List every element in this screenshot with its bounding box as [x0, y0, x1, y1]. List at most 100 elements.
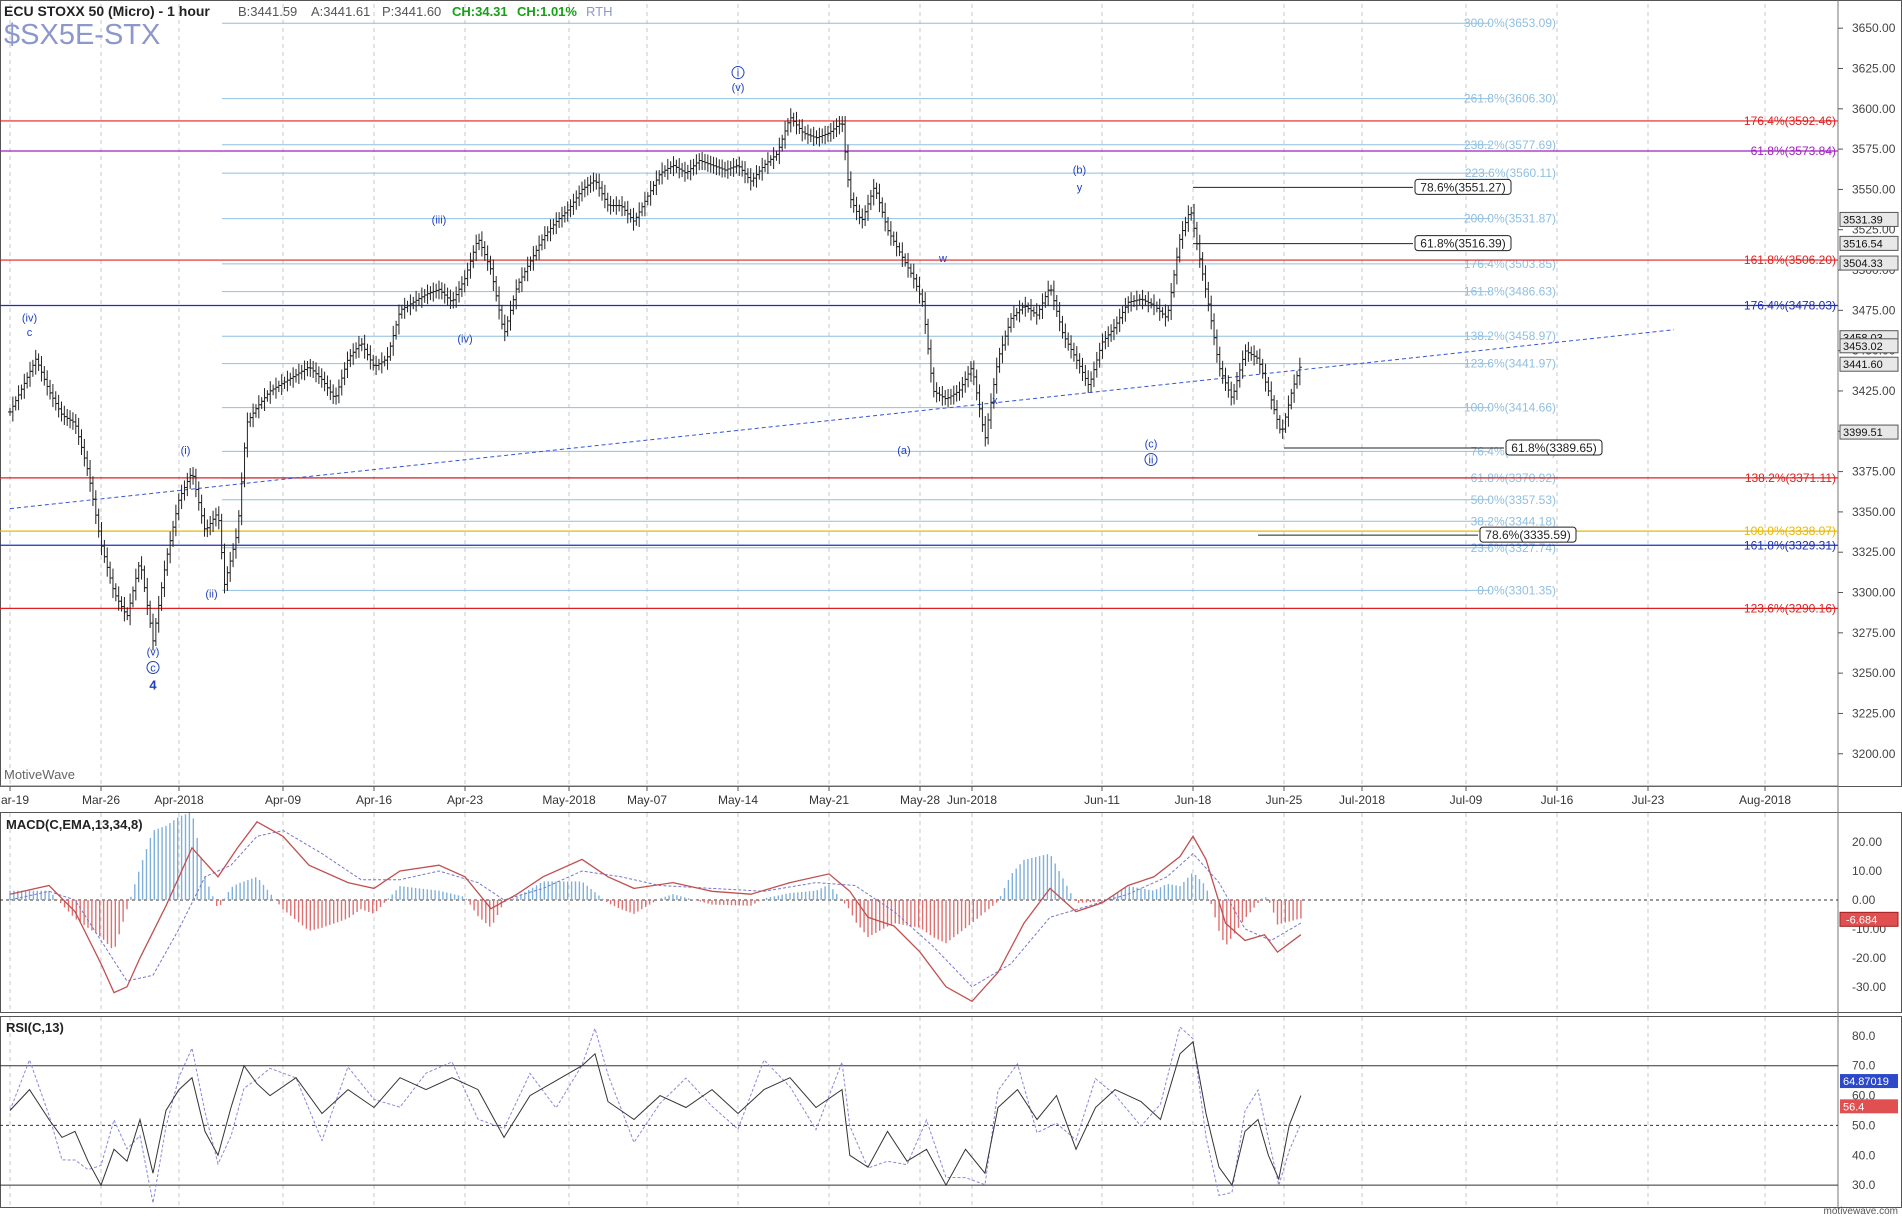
time-axis-label: Aug-2018	[1739, 793, 1791, 807]
rsi-value-tag	[1840, 1074, 1898, 1089]
time-axis-label: May-21	[809, 793, 849, 807]
rsi-axis-label: 80.0	[1852, 1029, 1876, 1043]
time-axis-label: May-28	[900, 793, 940, 807]
fib-target-label: 123.6%(3290.16)	[1744, 601, 1836, 615]
wave-label: ii	[1149, 455, 1154, 467]
rsi-value-label: 56.4	[1843, 1101, 1864, 1113]
fib-extension-label: 161.8%(3486.63)	[1464, 285, 1556, 299]
wave-label: (iii)	[432, 214, 447, 226]
price-tag-label: 3516.54	[1843, 238, 1883, 250]
change-readout: CH:34.31	[452, 4, 508, 19]
price-axis-label: 3575.00	[1852, 142, 1896, 156]
wave-label: (i)	[181, 445, 191, 457]
price-axis-label: 3425.00	[1852, 384, 1896, 398]
rsi-axis-label: 30.0	[1852, 1178, 1876, 1192]
macd-panel-frame	[0, 812, 1902, 1013]
rsi-value-tag	[1840, 1099, 1898, 1114]
grid-lines	[9, 4, 1766, 1207]
fib-target-label: 100.0%(3338.07)	[1744, 524, 1836, 538]
time-axis-label: Apr-16	[356, 793, 392, 807]
macd-line	[9, 820, 1302, 1003]
price-tag-label: 3399.51	[1843, 427, 1883, 439]
fib-target-label: 161.8%(3506.20)	[1744, 253, 1836, 267]
retracement-label: 61.8%(3389.65)	[1511, 441, 1596, 455]
wave-label-circle	[146, 661, 160, 675]
wave-label: x	[992, 395, 998, 407]
fib-extension-label: 200.0%(3531.87)	[1464, 212, 1556, 226]
wave-label: i	[737, 68, 739, 80]
wave-label: w	[938, 253, 947, 265]
fib-extension-label: 123.6%(3441.97)	[1464, 357, 1556, 371]
ask-readout: A:3441.61	[311, 4, 370, 19]
wave-label: (ii)	[205, 588, 217, 600]
fib-extension-label: 238.2%(3577.69)	[1464, 138, 1556, 152]
wave-label: y	[1077, 182, 1083, 194]
wave-label: (c)	[1145, 438, 1158, 450]
time-axis-label: Mar-19	[0, 793, 29, 807]
price-tag-box	[1839, 338, 1899, 354]
retracement-box	[1414, 235, 1512, 252]
wave-labels: (iv) c (i) (ii) (v) c 4 (iii) (iv) i (v) (a) w x (b) y (…	[22, 66, 1158, 692]
wave-label: 4	[149, 677, 157, 692]
retracement-label: 78.6%(3335.59)	[1485, 528, 1570, 542]
price-tag-box	[1839, 255, 1899, 271]
wave-label-circle	[1144, 453, 1158, 467]
price-axis-label: 3625.00	[1852, 61, 1896, 75]
price-axis: 3200.00 3225.00 3250.00 3275.00 3300.00 3325.…	[1838, 21, 1899, 761]
time-axis-label: Jul-09	[1450, 793, 1483, 807]
time-axis-label: Jun-25	[1266, 793, 1303, 807]
price-tag-label: 3441.60	[1843, 359, 1883, 371]
price-axis-label: 3600.00	[1852, 102, 1896, 116]
macd-signal-line	[9, 829, 1302, 988]
fib-extension-label: 0.0%(3301.35)	[1477, 583, 1556, 597]
time-axis-label: Apr-09	[265, 793, 301, 807]
price-axis-label: 3275.00	[1852, 626, 1896, 640]
time-axis-label: Jun-2018	[947, 793, 997, 807]
rsi-fast-line	[9, 1026, 1302, 1204]
fib-extension-label: 23.6%(3327.74)	[1471, 541, 1556, 555]
time-axis-label: Jul-16	[1541, 793, 1574, 807]
symbol-label: $SX5E-STX	[4, 19, 160, 51]
session-badge: RTH	[586, 4, 612, 19]
price-tag-label: 3504.33	[1843, 258, 1883, 270]
macd-axis-label: -20.00	[1852, 951, 1886, 965]
fib-target-label: 176.4%(3592.46)	[1744, 114, 1836, 128]
wave-label: c	[150, 663, 156, 675]
retracement-box	[1505, 439, 1603, 456]
macd-axis-label: 20.00	[1852, 835, 1882, 849]
time-axis-label: May-14	[718, 793, 758, 807]
wave-label: (b)	[1073, 164, 1086, 176]
time-axis-label: May-07	[627, 793, 667, 807]
wave-label: (v)	[147, 646, 160, 658]
price-axis-label: 3350.00	[1852, 505, 1896, 519]
price-axis-label: 3375.00	[1852, 465, 1896, 479]
price-tag-label: 3531.39	[1843, 214, 1883, 226]
time-axis: Mar-19 Mar-26 Apr-2018 Apr-09 Apr-16 Apr-23 Ma…	[0, 786, 1791, 807]
instrument-title: ECU STOXX 50 (Micro) - 1 hour	[4, 3, 210, 19]
fib-extension-label: 176.4%(3503.85)	[1464, 257, 1556, 271]
rsi-axis-label: 60.0	[1852, 1089, 1876, 1103]
time-axis-label: Jul-23	[1632, 793, 1665, 807]
wave-label: (v)	[732, 82, 745, 94]
fib-target-label: 61.8%(3573.84)	[1751, 144, 1836, 158]
time-axis-label: Mar-26	[82, 793, 120, 807]
change-pct-readout: CH:1.01%	[517, 4, 577, 19]
rsi-axis-label: 40.0	[1852, 1148, 1876, 1162]
price-axis-label: 3325.00	[1852, 545, 1896, 559]
macd-value-tag	[1839, 911, 1899, 927]
price-tag-box	[1839, 211, 1899, 227]
rsi-axis-label: 50.0	[1852, 1118, 1876, 1132]
rsi-title: RSI(C,13)	[6, 1020, 64, 1035]
price-tag-box	[1839, 424, 1899, 440]
wave-label: (iv)	[22, 313, 37, 325]
wave-label: (iv)	[457, 334, 472, 346]
time-axis-label: Jun-11	[1084, 793, 1120, 807]
price-axis-label: 3475.00	[1852, 303, 1896, 317]
time-axis-label: Jun-18	[1175, 793, 1212, 807]
fib-extension-label: 138.2%(3458.97)	[1464, 329, 1556, 343]
rsi-line	[9, 1040, 1302, 1187]
time-axis-label: Jul-2018	[1339, 793, 1385, 807]
wave-label: c	[27, 327, 33, 339]
